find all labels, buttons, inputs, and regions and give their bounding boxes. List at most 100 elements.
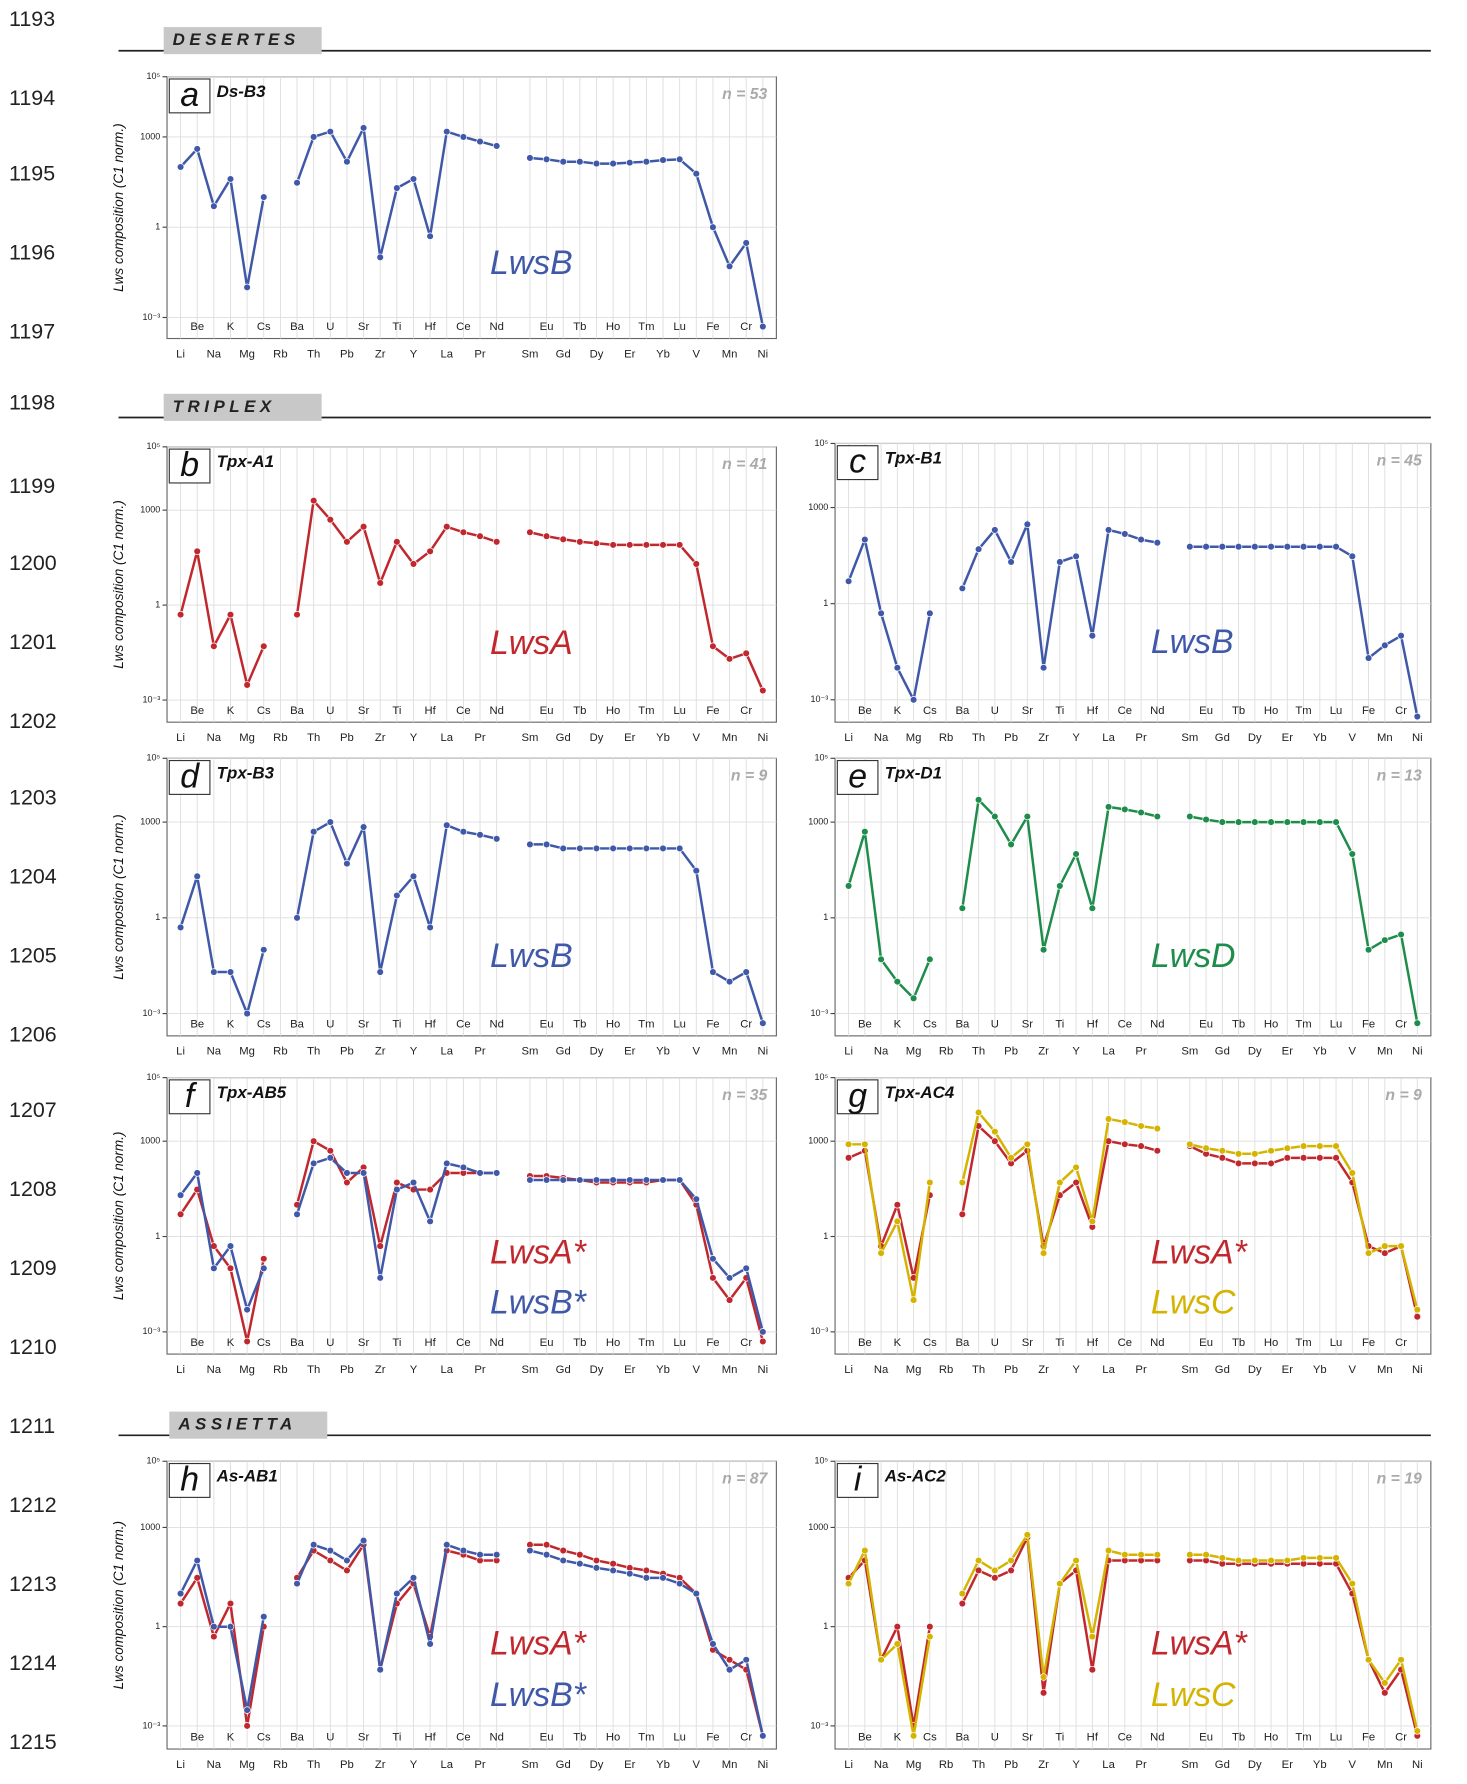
x-tick-label: Pr bbox=[1135, 1364, 1147, 1376]
data-point bbox=[559, 1546, 567, 1555]
data-point bbox=[877, 1249, 885, 1257]
x-tick-label: Li bbox=[176, 348, 185, 360]
x-tick-label: Ho bbox=[1264, 705, 1278, 717]
data-point bbox=[476, 137, 484, 146]
series-label: LwsB bbox=[1151, 623, 1234, 661]
data-point bbox=[642, 1566, 651, 1575]
data-point bbox=[309, 496, 318, 505]
x-tick-label: Mg bbox=[906, 1759, 922, 1771]
x-tick-label: Nd bbox=[1150, 705, 1164, 717]
x-tick-label: Nd bbox=[1150, 1337, 1164, 1349]
x-tick-label: Be bbox=[858, 705, 872, 717]
data-point bbox=[1364, 1656, 1373, 1664]
x-tick-label: Nd bbox=[489, 1732, 503, 1744]
data-point bbox=[1202, 1550, 1210, 1559]
y-tick-label: 10⁵ bbox=[147, 1072, 161, 1082]
x-tick-label: Hf bbox=[1087, 1732, 1099, 1744]
data-point bbox=[1299, 1142, 1308, 1150]
data-point bbox=[1023, 812, 1032, 821]
x-tick-label: Na bbox=[207, 1364, 222, 1376]
data-point bbox=[725, 655, 734, 663]
x-tick-label: Cs bbox=[923, 1732, 937, 1744]
x-tick-label: V bbox=[693, 1759, 701, 1771]
data-point bbox=[409, 560, 418, 568]
data-point bbox=[1251, 818, 1259, 826]
x-tick-label: Lu bbox=[673, 1732, 686, 1744]
data-point bbox=[692, 560, 701, 568]
x-tick-label: Mg bbox=[239, 348, 255, 360]
data-point bbox=[309, 1137, 318, 1145]
data-point bbox=[1007, 1566, 1015, 1575]
series-label: LwsD bbox=[1151, 937, 1236, 975]
data-point bbox=[393, 891, 401, 900]
x-tick-label: Gd bbox=[556, 732, 571, 744]
x-tick-label: Cr bbox=[1395, 1732, 1407, 1744]
x-tick-label: K bbox=[227, 1019, 235, 1031]
data-point bbox=[609, 1559, 617, 1568]
x-tick-label: Dy bbox=[590, 348, 604, 360]
x-tick-label: U bbox=[326, 321, 334, 333]
data-point bbox=[1267, 542, 1275, 551]
data-point bbox=[642, 1574, 651, 1582]
x-tick-label: Lu bbox=[673, 705, 686, 717]
sample-count: n = 41 bbox=[722, 456, 767, 473]
data-point bbox=[692, 169, 701, 178]
series-label: LwsA* bbox=[490, 1624, 588, 1662]
data-point bbox=[359, 1536, 368, 1545]
x-tick-label: Cs bbox=[923, 705, 937, 717]
x-tick-label: Er bbox=[1282, 1759, 1294, 1771]
x-tick-label: Nd bbox=[489, 1019, 503, 1031]
data-point bbox=[626, 1176, 634, 1184]
data-point bbox=[1267, 1147, 1275, 1155]
y-tick-label: 1000 bbox=[140, 131, 160, 141]
data-point bbox=[742, 239, 750, 247]
data-point bbox=[1413, 712, 1422, 721]
line-number: 1206 bbox=[9, 1023, 57, 1047]
line-number: 1195 bbox=[9, 162, 55, 186]
x-tick-label: Mg bbox=[906, 1046, 922, 1058]
x-tick-label: Ba bbox=[955, 1337, 970, 1349]
data-point bbox=[576, 538, 584, 546]
x-tick-label: Mn bbox=[1377, 1759, 1393, 1771]
x-tick-label: Ti bbox=[1055, 1019, 1064, 1031]
y-tick-label: 1 bbox=[823, 1621, 828, 1631]
data-point bbox=[1137, 1550, 1145, 1559]
x-tick-label: Cs bbox=[257, 321, 271, 333]
x-tick-label: Fe bbox=[706, 321, 719, 333]
data-point bbox=[1104, 526, 1113, 534]
y-tick-label: 10⁵ bbox=[147, 1456, 161, 1466]
x-tick-label: Zr bbox=[375, 1759, 386, 1771]
data-point bbox=[576, 1550, 584, 1559]
data-point bbox=[1283, 542, 1292, 551]
panel-letter-box bbox=[836, 445, 879, 481]
x-tick-label: Hf bbox=[424, 705, 436, 717]
data-point bbox=[1364, 946, 1373, 954]
data-point bbox=[877, 609, 885, 618]
data-point bbox=[1202, 1144, 1210, 1152]
x-tick-label: Ti bbox=[1055, 705, 1064, 717]
data-point bbox=[1316, 1154, 1324, 1162]
data-point bbox=[1088, 904, 1097, 912]
x-tick-label: Mg bbox=[239, 1759, 255, 1771]
data-point bbox=[1104, 1115, 1113, 1123]
panel: Li Be Na K Mg Cs Rb Ba Th U Pb Sr Zr Ti Y Hf La Ce Pr Nd Sm E… bbox=[808, 753, 1432, 1058]
data-point bbox=[243, 1722, 251, 1730]
x-tick-label: Eu bbox=[540, 1019, 554, 1031]
data-point bbox=[844, 577, 853, 585]
x-tick-label: Dy bbox=[1248, 1759, 1262, 1771]
data-point bbox=[376, 1242, 384, 1250]
x-tick-label: Er bbox=[624, 348, 636, 360]
data-point bbox=[991, 1566, 999, 1575]
data-point bbox=[409, 1574, 418, 1582]
x-tick-label: La bbox=[1102, 1364, 1115, 1376]
x-tick-label: Fe bbox=[706, 705, 719, 717]
data-point bbox=[176, 610, 185, 619]
data-point bbox=[1186, 1140, 1194, 1148]
y-tick-label: 1000 bbox=[140, 505, 160, 515]
data-point bbox=[609, 844, 617, 853]
x-tick-label: Zr bbox=[1038, 732, 1049, 744]
data-point bbox=[759, 1328, 767, 1336]
data-point bbox=[476, 532, 484, 540]
panel-letter: e bbox=[848, 758, 867, 796]
x-tick-label: Th bbox=[307, 732, 320, 744]
